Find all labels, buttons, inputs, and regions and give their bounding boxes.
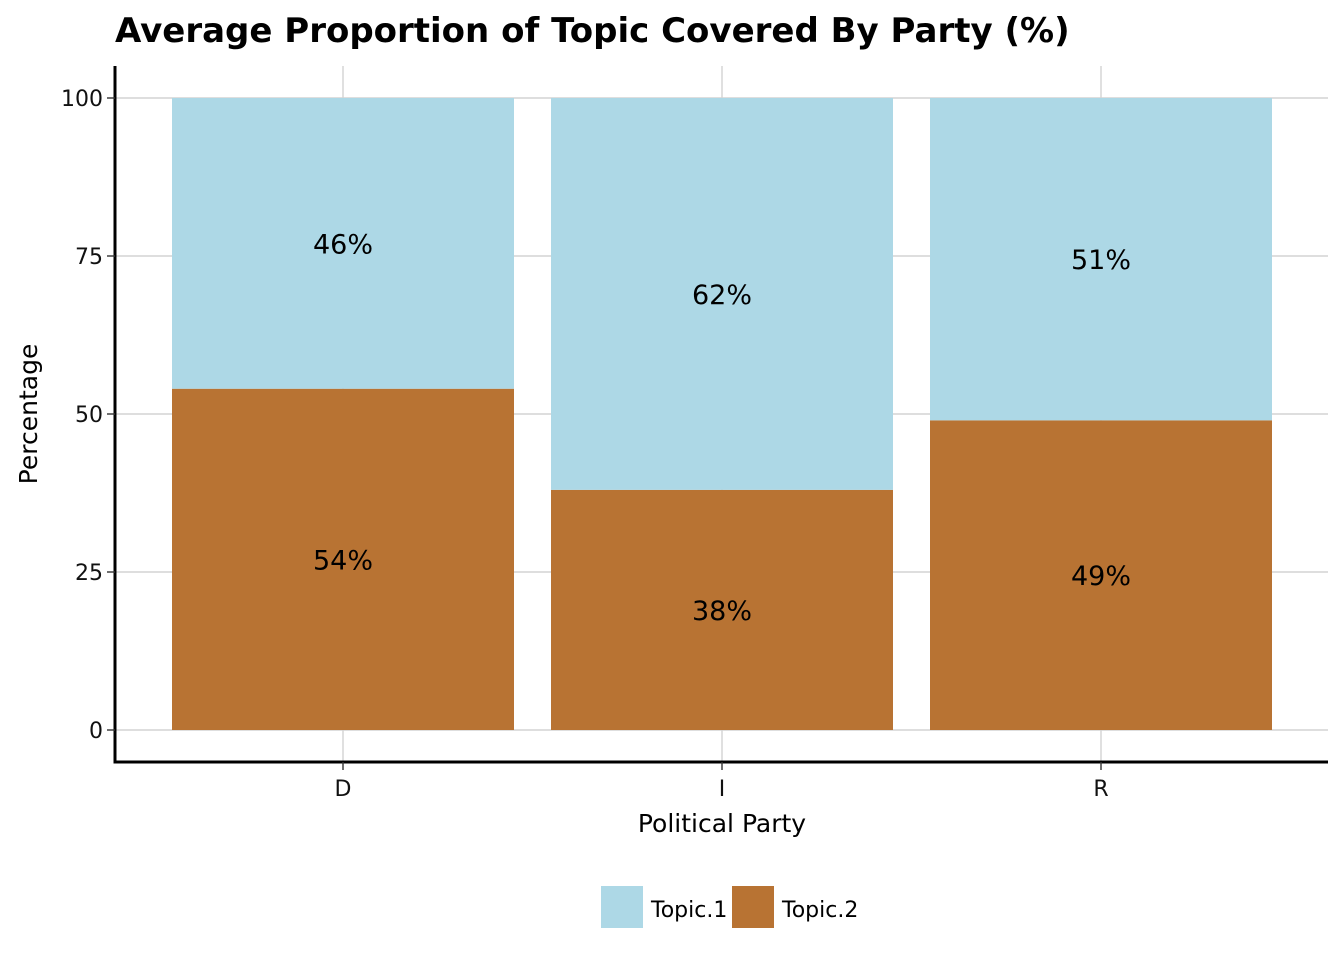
bar-topic-2-r: [930, 420, 1272, 730]
y-tick-label: 0: [89, 719, 103, 744]
y-tick-label: 50: [75, 403, 103, 428]
y-axis-title: Percentage: [14, 344, 43, 485]
x-tick-label: I: [719, 777, 726, 802]
x-tick-label: R: [1093, 777, 1108, 802]
legend-label: Topic.1: [650, 898, 727, 923]
bar-topic-2-d: [172, 388, 514, 730]
legend: Topic.1 Topic.2: [601, 886, 858, 928]
bar-label: 62%: [692, 280, 752, 311]
bar-label: 51%: [1071, 245, 1131, 276]
bar-label: 38%: [692, 596, 752, 627]
axes: 0 25 50 75 100 D I R: [61, 66, 1328, 802]
chart-title: Average Proportion of Topic Covered By P…: [115, 11, 1070, 51]
bar-topic-1-i: [551, 98, 893, 490]
bar-label: 49%: [1071, 561, 1131, 592]
x-axis-title: Political Party: [638, 809, 806, 838]
bar-topic-2-i: [551, 489, 893, 730]
legend-key-topic-1: [601, 886, 643, 928]
bar-topic-1-d: [172, 98, 514, 389]
bar-topic-1-r: [930, 98, 1272, 421]
bars: 54% 46% 38% 62% 49% 51%: [172, 98, 1272, 730]
x-tick-label: D: [335, 777, 352, 802]
y-tick-label: 25: [75, 561, 103, 586]
legend-key-topic-2: [732, 886, 774, 928]
bar-label: 46%: [313, 229, 373, 260]
bar-label: 54%: [313, 545, 373, 576]
y-tick-label: 100: [61, 87, 103, 112]
legend-label: Topic.2: [781, 898, 858, 923]
y-tick-label: 75: [75, 245, 103, 270]
